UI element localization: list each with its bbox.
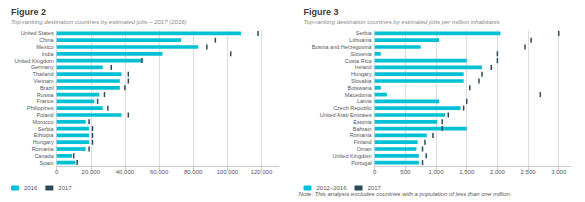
svg-text:Portugal: Portugal [351,160,372,166]
svg-text:Ethiopia: Ethiopia [34,132,55,138]
svg-text:United Kingdom: United Kingdom [333,153,373,159]
svg-text:Czech Republic: Czech Republic [333,105,372,111]
svg-text:Morocco: Morocco [33,119,54,125]
svg-text:Hungary: Hungary [351,71,372,77]
svg-text:Russia: Russia [37,92,55,98]
svg-text:China: China [39,37,54,43]
svg-text:Note: This analysis excludes c: Note: This analysis excludes countries w… [299,191,512,197]
svg-text:20,000: 20,000 [82,169,101,175]
svg-text:Germany: Germany [31,64,54,70]
svg-text:2,500: 2,500 [521,169,537,175]
svg-text:Slovakia: Slovakia [351,78,373,84]
svg-text:Bosnia and Herzegovina: Bosnia and Herzegovina [312,44,373,50]
svg-text:Lithuania: Lithuania [349,37,372,43]
svg-text:Romania: Romania [350,132,373,138]
svg-text:60,000: 60,000 [150,169,169,175]
svg-text:2016: 2016 [24,185,38,191]
svg-text:2017: 2017 [368,185,382,191]
svg-text:1,000: 1,000 [429,169,445,175]
svg-text:United Kingdom: United Kingdom [15,58,55,64]
svg-text:100,000: 100,000 [216,169,238,175]
svg-text:2012–2016: 2012–2016 [317,185,348,191]
svg-text:Vietnam: Vietnam [34,78,54,84]
svg-text:Figure 3: Figure 3 [304,7,339,17]
svg-text:500: 500 [400,169,411,175]
svg-text:Botswana: Botswana [348,85,373,91]
svg-text:Philippines: Philippines [27,105,54,111]
svg-text:Figure 2: Figure 2 [11,7,46,17]
svg-text:Latvia: Latvia [357,98,373,104]
svg-text:Mexico: Mexico [36,44,53,50]
svg-text:Oman: Oman [357,146,372,152]
svg-text:Poland: Poland [37,112,54,118]
svg-text:Spain: Spain [40,160,54,166]
svg-text:3,000: 3,000 [551,169,567,175]
svg-text:Serbia: Serbia [38,126,55,132]
svg-text:Top-ranking destination countr: Top-ranking destination countries by est… [11,19,187,25]
svg-text:Slovenia: Slovenia [351,51,373,57]
svg-text:2017: 2017 [58,185,72,191]
svg-text:80,000: 80,000 [184,169,203,175]
svg-text:Brazil: Brazil [40,85,54,91]
svg-text:120,000: 120,000 [251,169,273,175]
svg-text:Top-ranking destination countr: Top-ranking destination countries by est… [304,19,500,25]
svg-text:Thailand: Thailand [33,71,54,77]
svg-text:0: 0 [373,169,377,175]
svg-text:Costa Rica: Costa Rica [345,58,373,64]
svg-text:Estonia: Estonia [353,119,372,125]
svg-text:Romania: Romania [32,146,55,152]
svg-text:Hungary: Hungary [33,139,54,145]
svg-text:40,000: 40,000 [116,169,135,175]
svg-text:India: India [42,51,55,57]
svg-text:Finland: Finland [354,139,372,145]
svg-text:Canada: Canada [34,153,54,159]
svg-text:Macedonia: Macedonia [345,92,373,98]
svg-text:France: France [37,98,54,104]
svg-text:Serbia: Serbia [356,30,373,36]
svg-text:Ireland: Ireland [355,64,372,70]
svg-text:United States: United States [21,30,54,36]
svg-text:United Arab Emirates: United Arab Emirates [320,112,372,118]
svg-text:1,500: 1,500 [459,169,475,175]
svg-text:0: 0 [55,169,59,175]
svg-text:Bahrain: Bahrain [353,126,372,132]
svg-text:2,000: 2,000 [490,169,506,175]
